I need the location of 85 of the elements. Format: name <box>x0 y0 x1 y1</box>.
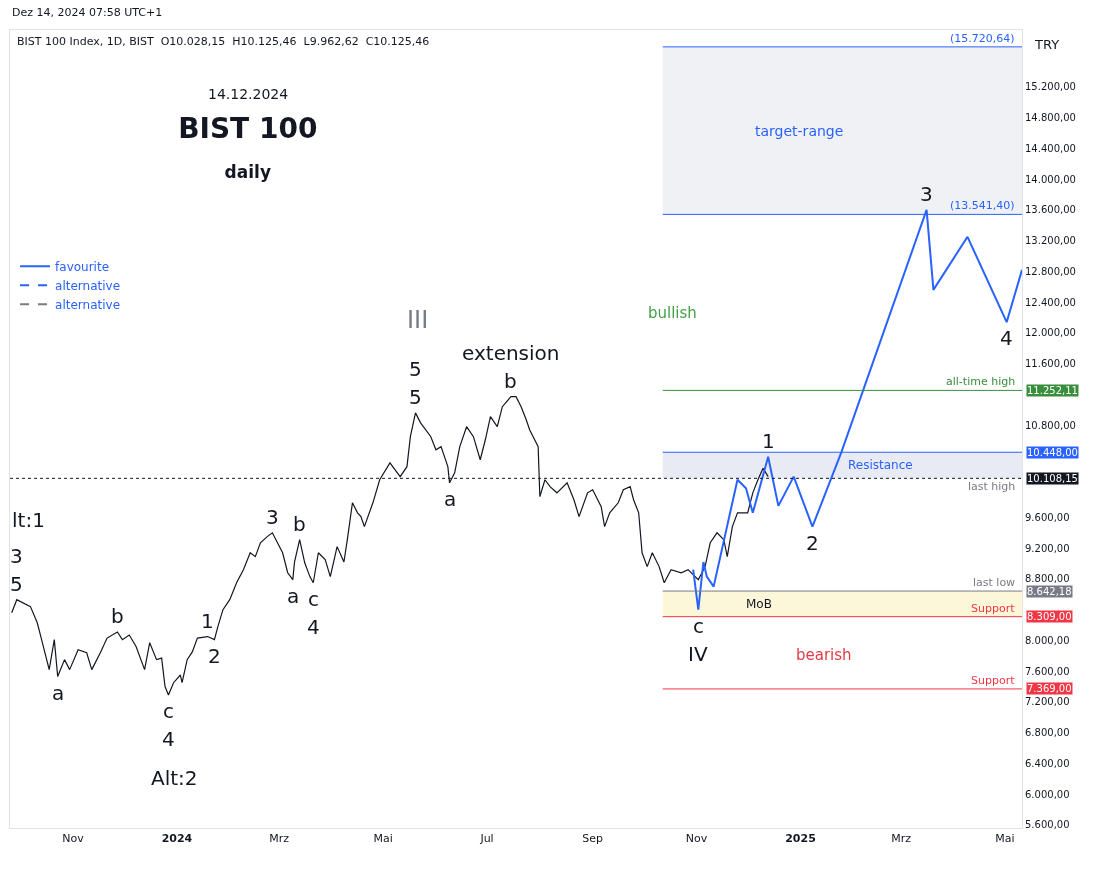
ref-line-label: Support <box>971 602 1016 615</box>
text: BIST 100 <box>178 111 318 145</box>
annotation: b <box>111 604 124 628</box>
x-tick-label: Mai <box>995 832 1015 846</box>
y-tick-label: 13.200,00 <box>1025 235 1076 247</box>
annotation: 5 <box>10 572 23 596</box>
annotation: BIST 100 Index, 1D, BIST O10.028,15 H10.125,46 L9.962,62 C10.125,46 <box>17 35 430 48</box>
band-label: Resistance <box>848 458 913 472</box>
annotation: 3 <box>266 505 279 529</box>
annotation: bullish <box>648 304 697 322</box>
y-tick-label: 6.400,00 <box>1025 757 1070 769</box>
annotation: Alt:2 <box>151 766 198 790</box>
y-tick-label: 15.200,00 <box>1025 81 1076 93</box>
annotation: a <box>444 487 457 511</box>
ref-line-label: last low <box>973 576 1016 589</box>
annotation: lt:1 <box>12 508 45 532</box>
annotation: 8.309,00 <box>1027 611 1072 622</box>
x-tick-label: 2025 <box>785 832 816 846</box>
ref-line-label: Support <box>971 674 1016 687</box>
text: daily <box>224 161 272 182</box>
y-tick-label: 12.000,00 <box>1025 327 1076 339</box>
annotation: 3 <box>920 182 933 206</box>
y-tick-label: 7.200,00 <box>1025 696 1070 708</box>
annotation: a <box>287 584 300 608</box>
x-tick-label: 2024 <box>161 832 193 846</box>
y-tick-label: 6.800,00 <box>1025 727 1070 739</box>
annotation: c <box>693 614 704 638</box>
x-tick-label: Sep <box>582 832 604 846</box>
y-tick-label: 10.800,00 <box>1025 419 1076 431</box>
band-label: target-range <box>755 123 844 139</box>
y-tick-label: 5.600,00 <box>1025 819 1070 831</box>
y-tick-label: 7.600,00 <box>1025 665 1070 677</box>
y-tick-label: 11.600,00 <box>1025 358 1076 370</box>
x-tick-label: Mrz <box>269 832 290 846</box>
annotation: extension <box>462 341 560 365</box>
y-tick-label: 14.400,00 <box>1025 142 1076 154</box>
x-tick-label: Nov <box>685 832 708 846</box>
x-tick-label: Mrz <box>891 832 912 846</box>
annotation: 5 <box>409 357 422 381</box>
ref-line-label: all-time high <box>946 375 1016 388</box>
y-tick-label: 6.000,00 <box>1025 788 1070 800</box>
annotation: c <box>163 699 174 723</box>
x-tick-label: Nov <box>62 832 85 846</box>
annotation: 2 <box>806 531 819 555</box>
annotation: b <box>504 369 517 393</box>
band-label: MoB <box>746 597 772 611</box>
annotation: IV <box>688 642 708 666</box>
y-tick-label: 13.600,00 <box>1025 204 1076 216</box>
text: TRY <box>1034 37 1060 52</box>
text: Dez 14, 2024 07:58 UTC+1 <box>12 6 163 19</box>
annotation: 10.108,15 <box>1027 473 1078 484</box>
annotation: 1 <box>201 609 214 633</box>
legend-label: alternative <box>55 298 121 313</box>
y-tick-label: 14.800,00 <box>1025 112 1076 124</box>
annotation: 10.448,00 <box>1027 447 1078 458</box>
annotation: 5 <box>409 385 422 409</box>
annotation: III <box>407 306 429 334</box>
y-tick-label: 12.400,00 <box>1025 296 1076 308</box>
y-tick-label: 12.800,00 <box>1025 265 1076 277</box>
y-tick-label: 9.600,00 <box>1025 511 1070 523</box>
y-tick-label: 14.000,00 <box>1025 173 1076 185</box>
annotation: b <box>293 512 306 536</box>
annotation: 4 <box>162 727 175 751</box>
annotation: a <box>52 681 65 705</box>
annotation: 1 <box>762 429 775 453</box>
annotation: 3 <box>10 544 23 568</box>
annotation: 7.369,00 <box>1027 683 1072 694</box>
legend-label: favourite <box>55 260 110 275</box>
ref-line-label: (13.541,40) <box>950 199 1015 212</box>
annotation: 14.12.2024 <box>208 86 289 102</box>
annotation: 4 <box>1000 326 1013 350</box>
ref-line-label: (15.720,64) <box>950 32 1015 45</box>
y-tick-label: 8.800,00 <box>1025 573 1070 585</box>
annotation: bearish <box>796 646 852 664</box>
annotation: 11.252,11 <box>1027 385 1078 396</box>
y-tick-label: 8.000,00 <box>1025 634 1070 646</box>
annotation: 4 <box>307 615 320 639</box>
x-tick-label: Mai <box>373 832 393 846</box>
annotation: 8.642,18 <box>1027 586 1072 597</box>
annotation: c <box>308 587 319 611</box>
legend-label: alternative <box>55 279 121 294</box>
y-tick-label: 9.200,00 <box>1025 542 1070 554</box>
x-tick-label: Jul <box>479 832 494 846</box>
ref-line-label: last high <box>968 480 1016 493</box>
annotation: 2 <box>208 644 221 668</box>
